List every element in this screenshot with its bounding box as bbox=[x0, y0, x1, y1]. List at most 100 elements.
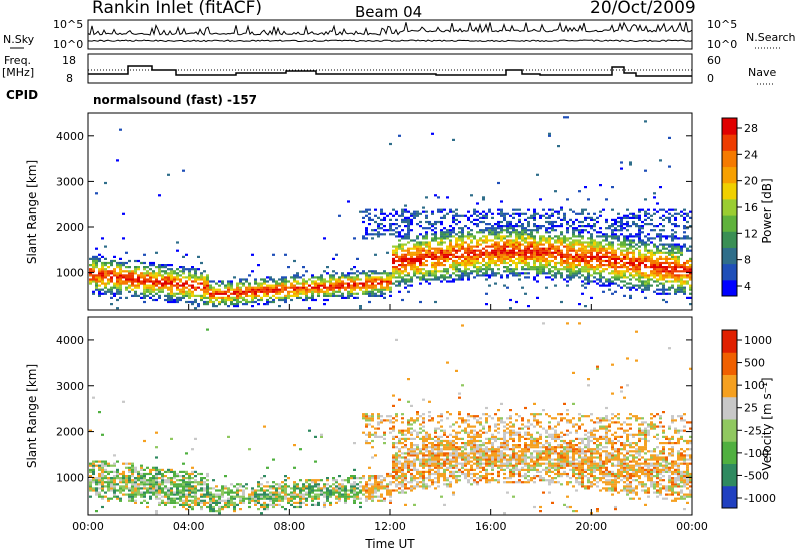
heatmap-cell bbox=[95, 261, 98, 265]
heatmap-cell bbox=[173, 497, 176, 500]
heatmap-cell bbox=[524, 257, 527, 260]
heatmap-cell bbox=[467, 268, 470, 271]
heatmap-cell bbox=[401, 280, 404, 283]
heatmap-cell bbox=[365, 274, 368, 277]
heatmap-cell bbox=[419, 255, 422, 258]
heatmap-cell bbox=[371, 499, 374, 502]
heatmap-cell bbox=[350, 284, 353, 287]
heatmap-cell bbox=[407, 458, 410, 461]
heatmap-cell bbox=[323, 298, 326, 302]
heatmap-cell bbox=[251, 300, 254, 304]
heatmap-cell bbox=[326, 294, 329, 297]
heatmap-cell bbox=[284, 485, 287, 488]
heatmap-cell bbox=[89, 464, 92, 467]
heatmap-cell bbox=[437, 470, 440, 473]
heatmap-cell bbox=[431, 462, 434, 465]
heatmap-cell bbox=[638, 251, 641, 254]
heatmap-cell bbox=[419, 475, 422, 478]
heatmap-cell bbox=[494, 259, 497, 263]
heatmap-cell bbox=[524, 218, 527, 221]
heatmap-cell bbox=[392, 446, 395, 449]
heatmap-cell bbox=[404, 235, 407, 238]
heatmap-cell bbox=[152, 493, 155, 496]
heatmap-cell bbox=[416, 477, 419, 480]
heatmap-cell bbox=[596, 231, 599, 234]
heatmap-cell bbox=[227, 435, 230, 438]
heatmap-cell bbox=[575, 243, 578, 246]
heatmap-cell bbox=[413, 452, 416, 455]
heatmap-cell bbox=[206, 493, 209, 496]
heatmap-cell bbox=[476, 239, 479, 242]
heatmap-cell bbox=[683, 274, 686, 277]
heatmap-cell bbox=[401, 208, 404, 211]
heatmap-cell bbox=[410, 247, 413, 250]
heatmap-cell bbox=[122, 481, 125, 484]
heatmap-cell bbox=[455, 274, 458, 277]
heatmap-cell bbox=[434, 239, 437, 242]
heatmap-cell bbox=[554, 274, 557, 277]
heatmap-cell bbox=[578, 270, 581, 273]
heatmap-cell bbox=[410, 261, 413, 265]
colorbar-swatch bbox=[722, 231, 737, 248]
heatmap-cell bbox=[254, 280, 257, 283]
heatmap-cell bbox=[257, 298, 260, 302]
heatmap-cell bbox=[452, 268, 455, 271]
heatmap-cell bbox=[104, 460, 107, 463]
heatmap-cell bbox=[668, 276, 671, 279]
heatmap-cell bbox=[89, 264, 92, 267]
heatmap-cell bbox=[488, 239, 491, 242]
heatmap-cell bbox=[401, 253, 404, 256]
heatmap-cell bbox=[185, 483, 188, 486]
heatmap-cell bbox=[353, 280, 356, 283]
heatmap-cell bbox=[467, 274, 470, 277]
heatmap-cell bbox=[371, 415, 374, 418]
heatmap-cell bbox=[98, 268, 101, 271]
heatmap-cell bbox=[629, 259, 632, 263]
heatmap-cell bbox=[674, 292, 677, 295]
heatmap-cell bbox=[155, 468, 158, 471]
heatmap-cell bbox=[215, 296, 218, 299]
heatmap-cell bbox=[380, 286, 383, 289]
heatmap-cell bbox=[485, 245, 488, 248]
heatmap-cell bbox=[374, 280, 377, 283]
heatmap-cell bbox=[521, 251, 524, 254]
heatmap-cell bbox=[161, 483, 164, 486]
heatmap-cell bbox=[557, 253, 560, 256]
heatmap-cell bbox=[401, 421, 404, 424]
heatmap-cell bbox=[446, 251, 449, 254]
heatmap-cell bbox=[332, 288, 335, 291]
heatmap-cell bbox=[554, 264, 557, 267]
heatmap-cell bbox=[227, 305, 230, 308]
heatmap-cell bbox=[224, 298, 227, 302]
heatmap-cell bbox=[380, 284, 383, 287]
heatmap-cell bbox=[425, 237, 428, 240]
heatmap-cell bbox=[683, 212, 686, 215]
heatmap-cell bbox=[422, 272, 425, 275]
heatmap-cell bbox=[95, 464, 98, 467]
heatmap-cell bbox=[281, 276, 284, 279]
heatmap-cell bbox=[593, 268, 596, 271]
heatmap-cell bbox=[164, 266, 167, 269]
heatmap-cell bbox=[272, 286, 275, 289]
heatmap-cell bbox=[656, 210, 659, 213]
heatmap-cell bbox=[530, 237, 533, 240]
heatmap-cell bbox=[611, 272, 614, 275]
heatmap-cell bbox=[686, 282, 689, 285]
heatmap-cell bbox=[323, 503, 326, 506]
heatmap-cell bbox=[491, 272, 494, 275]
heatmap-cell bbox=[413, 272, 416, 275]
heatmap-cell bbox=[539, 255, 542, 258]
heatmap-cell bbox=[677, 255, 680, 258]
heatmap-cell bbox=[185, 472, 188, 476]
heatmap-cell bbox=[383, 286, 386, 289]
heatmap-cell bbox=[668, 264, 671, 267]
heatmap-cell bbox=[677, 225, 680, 228]
heatmap-cell bbox=[389, 501, 392, 504]
heatmap-cell bbox=[125, 475, 128, 478]
heatmap-cell bbox=[209, 501, 212, 504]
heatmap-cell bbox=[125, 286, 128, 289]
heatmap-cell bbox=[146, 487, 149, 490]
heatmap-cell bbox=[644, 198, 647, 201]
heatmap-cell bbox=[428, 253, 431, 256]
heatmap-cell bbox=[593, 272, 596, 275]
